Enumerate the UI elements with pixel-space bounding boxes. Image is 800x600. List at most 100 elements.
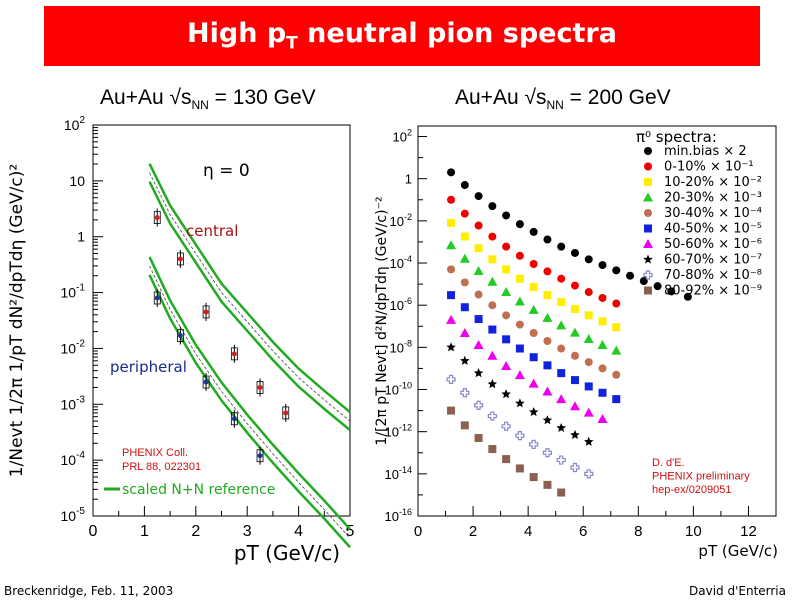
right-data-point-70-80-	[487, 411, 497, 421]
left-y-tick-label: 10-2	[61, 338, 86, 356]
right-data-point-30-40-	[488, 301, 497, 310]
right-data-point-10-20-	[598, 317, 607, 326]
right-legend-marker	[644, 224, 652, 233]
right-data-point-50-60-	[473, 339, 484, 349]
right-data-point-60-70-	[501, 389, 511, 399]
right-credit-line: hep-ex/0209051	[652, 484, 732, 496]
right-data-point-30-40-	[515, 320, 524, 329]
right-data-point-50-60-	[528, 378, 539, 388]
right-data-point-80-92-	[515, 464, 524, 473]
right-data-point-80-92-	[488, 445, 497, 454]
right-y-tick-label: 1	[405, 172, 412, 187]
left-data-point	[283, 410, 289, 416]
right-data-point-min-bias	[639, 277, 648, 286]
left-x-axis-label: pT (GeV/c)	[234, 541, 340, 565]
right-data-point-10-20-	[474, 244, 483, 253]
right-data-point-0-10-	[502, 242, 511, 251]
right-data-point-20-30-	[556, 320, 567, 330]
right-data-point-40-50-	[488, 325, 497, 334]
right-data-point-40-50-	[543, 361, 552, 370]
left-reference-band-centre	[149, 172, 351, 422]
right-data-point-30-40-	[460, 278, 469, 287]
right-data-point-50-60-	[487, 350, 498, 360]
left-credit-line1: PHENIX Coll.	[122, 447, 188, 459]
right-data-point-40-50-	[447, 291, 456, 300]
right-data-point-min-bias	[474, 192, 483, 201]
left-y-axis-label: 1/Nevt 1/2π 1/pT dN²/dpTdη (GeV/c)²	[7, 164, 27, 477]
right-data-point-20-30-	[569, 327, 580, 337]
right-data-point-0-10-	[529, 259, 538, 268]
right-data-point-60-70-	[570, 429, 580, 439]
right-data-point-60-70-	[515, 398, 525, 408]
right-data-point-min-bias	[529, 227, 538, 236]
right-data-point-20-30-	[542, 312, 553, 322]
left-legend-label: scaled N+N reference	[122, 482, 275, 498]
right-x-tick-label: 2	[469, 523, 477, 540]
right-data-point-40-50-	[570, 376, 579, 385]
right-data-point-60-70-	[487, 379, 498, 389]
left-credit-line2: PRL 88, 022301	[122, 461, 201, 473]
right-data-point-30-40-	[570, 351, 579, 360]
right-data-point-0-10-	[543, 267, 552, 276]
right-legend-label: 50-60% × 10⁻⁶	[664, 237, 762, 252]
right-data-point-20-30-	[528, 304, 539, 314]
right-data-point-min-bias	[612, 266, 621, 275]
left-data-point	[257, 453, 263, 459]
right-data-point-40-50-	[584, 382, 593, 391]
right-data-point-10-20-	[529, 283, 538, 292]
right-y-tick-label: 10-4	[390, 254, 412, 271]
right-data-point-min-bias	[515, 220, 524, 229]
right-legend-label: min.bias × 2	[664, 144, 747, 159]
right-data-point-10-20-	[584, 311, 593, 320]
right-data-point-20-30-	[514, 296, 525, 306]
right-data-point-40-50-	[460, 303, 469, 312]
right-data-point-min-bias	[626, 271, 635, 280]
right-data-point-80-92-	[447, 406, 456, 415]
right-data-point-30-40-	[447, 265, 456, 274]
title-banner: High pT neutral pion spectra	[44, 6, 760, 66]
right-data-point-0-10-	[515, 251, 524, 260]
right-data-point-min-bias	[598, 261, 607, 270]
right-data-point-10-20-	[557, 298, 566, 307]
right-data-point-80-92-	[460, 421, 469, 430]
left-syst-box	[230, 347, 238, 361]
right-y-axis-label: 1/[2π pT Nevt] d²N/dpTdη (GeV/c)⁻²	[374, 196, 390, 445]
right-legend-marker	[644, 178, 652, 186]
right-legend-label: 80-92% × 10⁻⁹	[664, 284, 762, 299]
right-y-tick-label: 10-6	[390, 296, 412, 313]
left-syst-box	[176, 252, 184, 266]
right-y-tick-label: 10-2	[390, 212, 412, 229]
left-data-point	[154, 215, 160, 221]
right-data-point-40-50-	[612, 395, 621, 404]
left-syst-box	[202, 375, 210, 389]
right-data-point-70-80-	[570, 462, 580, 473]
left-y-tick-label: 10-3	[61, 394, 86, 412]
right-data-point-70-80-	[501, 421, 511, 431]
right-data-point-10-20-	[515, 274, 524, 283]
right-data-point-70-80-	[515, 431, 525, 441]
right-y-tick-label: 10-8	[390, 338, 412, 355]
left-syst-box	[256, 381, 264, 394]
slide-title: High pT neutral pion spectra	[187, 18, 617, 54]
right-data-point-0-10-	[570, 281, 579, 290]
right-data-point-min-bias	[683, 292, 692, 301]
left-data-point	[231, 351, 237, 357]
right-data-point-80-92-	[502, 455, 511, 464]
right-data-point-60-70-	[556, 423, 566, 432]
footer-venue: Breckenridge, Feb. 11, 2003	[4, 584, 174, 598]
right-y-tick-label: 10-14	[385, 465, 412, 482]
right-y-tick-label: 102	[393, 128, 412, 145]
right-data-point-40-50-	[598, 388, 607, 397]
right-data-point-50-60-	[459, 327, 470, 337]
right-legend-marker	[644, 147, 652, 155]
left-x-tick-label: 1	[140, 523, 149, 540]
right-data-point-min-bias	[557, 242, 566, 251]
right-data-point-10-20-	[543, 291, 552, 300]
right-data-point-0-10-	[488, 232, 497, 241]
left-syst-box	[153, 211, 161, 224]
right-x-axis-label: pT (GeV/c)	[698, 542, 778, 560]
right-data-point-30-40-	[543, 337, 552, 346]
left-y-tick-label: 1	[77, 229, 85, 245]
right-credit-line: D. d'E.	[652, 457, 685, 469]
right-data-point-60-70-	[584, 436, 594, 446]
